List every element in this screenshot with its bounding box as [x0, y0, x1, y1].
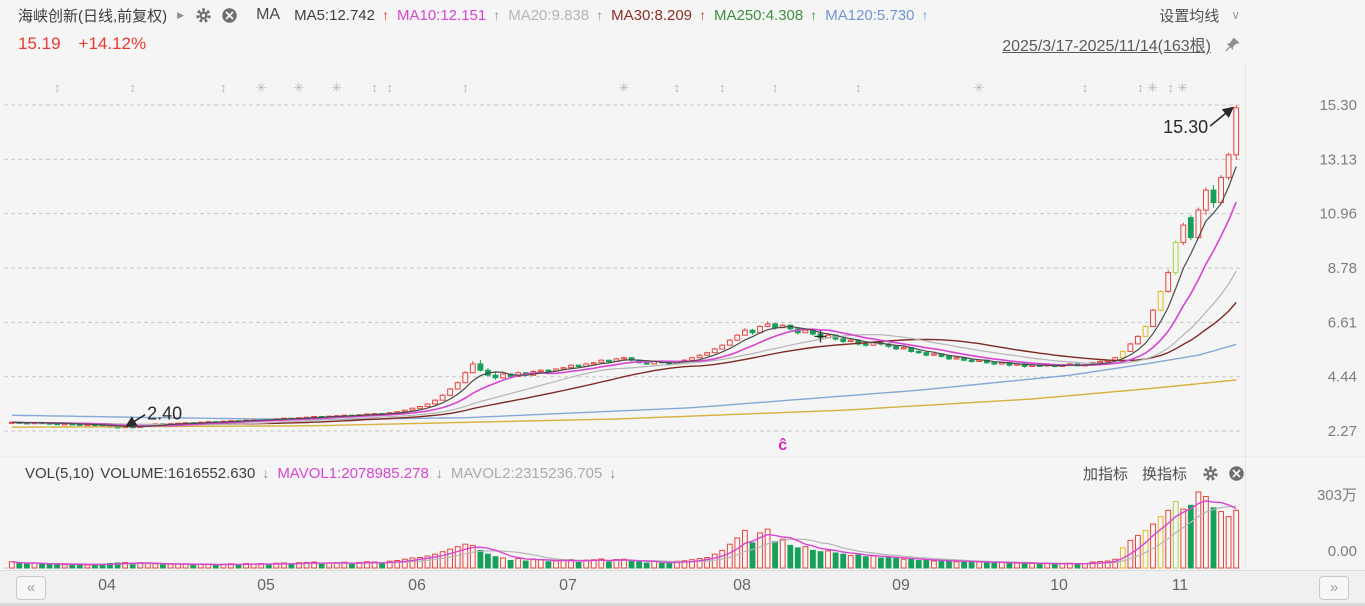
high-annotation: 15.30 — [1163, 106, 1234, 137]
volume-legend-item: MAVOL1:2078985.278 — [277, 464, 429, 482]
ma-line — [11, 505, 1237, 566]
x-axis-month-label: 04 — [98, 577, 116, 594]
burst-marker-icon: ✳ — [256, 80, 267, 95]
updown-marker-icon: ↕ — [674, 80, 681, 95]
updown-marker-icon: ↕ — [1137, 80, 1144, 95]
event-markers[interactable]: ↕ ↕ ↕ ✳ ✳ ✳ ↕ ↕ ↕ ✳ ↕ ↕ ↕ ↕ ✳ ↕ ↕ ✳ ↕ ✳ — [54, 80, 1188, 95]
svg-text:2.40: 2.40 — [147, 404, 182, 424]
updown-marker-icon: ↕ — [462, 80, 469, 95]
crosshair-mark — [814, 330, 827, 343]
mavol-lines-layer — [11, 500, 1237, 566]
x-axis-month-label: 10 — [1050, 577, 1068, 594]
candlestick-layer — [8, 105, 1240, 569]
ma-legend-item: MA5:12.742 — [294, 6, 375, 24]
ma-legend-item: MA120:5.730 — [825, 6, 915, 24]
ma-line — [11, 500, 1237, 566]
updown-marker-icon: ↕ — [129, 80, 136, 95]
trend-arrow-icon: ↑ — [699, 7, 706, 23]
add-indicator-button[interactable]: 加指标 — [1082, 465, 1128, 483]
volume-legend-item: MAVOL2:2315236.705 — [450, 464, 603, 482]
price-axis-label: 15.30 — [1319, 97, 1357, 114]
updown-marker-icon: ↕ — [54, 80, 61, 95]
volume-legend-item: VOLUME:1616552.630 — [100, 464, 256, 482]
svg-text:15.30: 15.30 — [1163, 117, 1208, 137]
ma-legend-item: MA20:9.838 — [508, 6, 590, 24]
ma-line — [11, 379, 1237, 428]
trend-arrow-icon: ↑ — [921, 7, 929, 23]
settings-gear-icon[interactable] — [194, 6, 212, 24]
trend-arrow-icon: ↑ — [596, 7, 604, 23]
updown-marker-icon: ↕ — [386, 80, 393, 95]
scroll-left-button[interactable]: « — [16, 576, 46, 600]
x-axis-strip: « 04 05 06 07 08 09 10 11 » — [0, 570, 1365, 606]
trend-arrow-icon: ↓ — [609, 465, 617, 481]
ma-line — [11, 343, 1237, 421]
x-axis-month-label: 08 — [733, 577, 751, 594]
trend-arrow-icon: ↓ — [262, 465, 270, 481]
burst-marker-icon: ✳ — [974, 80, 985, 95]
ma-line — [11, 201, 1237, 427]
updown-marker-icon: ↕ — [855, 80, 862, 95]
event-c-marker[interactable]: ĉ — [778, 437, 787, 454]
pin-icon[interactable] — [1225, 36, 1240, 52]
price-axis-label: 8.78 — [1328, 260, 1357, 277]
volume-close-icon[interactable] — [1227, 464, 1245, 482]
x-axis-month-label: 11 — [1171, 577, 1189, 594]
price-axis-label: 4.44 — [1328, 369, 1357, 386]
quote-row: 15.19 +14.12% 2025/3/17-2025/11/14(163根) — [0, 29, 1365, 59]
updown-marker-icon: ↕ — [1082, 80, 1089, 95]
x-axis-month-label: 06 — [408, 577, 426, 594]
scrollbar-track[interactable] — [0, 603, 1365, 606]
trend-arrow-icon: ↓ — [435, 465, 443, 481]
ma-line — [11, 270, 1237, 426]
low-annotation: 2.40 — [125, 404, 182, 427]
volume-header-row: VOL(5,10) VOLUME:1616552.630 ↓ MAVOL1:20789… — [0, 456, 1365, 489]
ma-legend: MA5:12.742 ↑ MA10:12.151 ↑ MA20:9.838 ↑ MA30:8… — [294, 7, 930, 24]
scroll-right-button[interactable]: » — [1319, 576, 1349, 600]
volume-legend: VOL(5,10) VOLUME:1616552.630 ↓ MAVOL1:20789… — [25, 465, 618, 482]
burst-marker-icon: ✳ — [294, 80, 305, 95]
ma-lines-layer — [11, 166, 1237, 428]
x-axis-month-label: 05 — [257, 577, 275, 594]
volume-legend-item: VOL(5,10) — [25, 464, 95, 482]
ma-line — [11, 166, 1237, 428]
switch-indicator-button[interactable]: 换指标 — [1141, 465, 1187, 483]
updown-marker-icon: ↕ — [719, 80, 726, 95]
updown-marker-icon: ↕ — [371, 80, 378, 95]
ma-settings-button[interactable]: 设置均线 — [1159, 7, 1220, 25]
price-axis-label: 2.27 — [1328, 423, 1357, 440]
updown-marker-icon: ↕ — [1167, 80, 1174, 95]
ma-legend-item: MA10:12.151 — [396, 6, 487, 24]
volume-axis-zero: 0.00 — [1328, 543, 1357, 560]
updown-marker-icon: ↕ — [220, 80, 227, 95]
chevron-down-icon: ∨ — [1231, 8, 1240, 22]
ma-legend-item: MA30:8.209 — [611, 6, 692, 24]
trend-arrow-icon: ↑ — [810, 7, 818, 23]
burst-marker-icon: ✳ — [619, 80, 630, 95]
header-row: 海峡创新(日线,前复权) ▶ MA MA5:12.742 ↑ MA10:12.151… — [0, 0, 1365, 30]
trend-arrow-icon: ↑ — [493, 7, 501, 23]
ma-group-label: MA — [256, 6, 281, 23]
ma-legend-item: MA250:4.308 — [714, 6, 804, 24]
volume-axis-max: 303万 — [1317, 487, 1357, 504]
last-price: 15.19 — [18, 34, 61, 53]
date-range-link[interactable]: 2025/3/17-2025/11/14(163根) — [1002, 38, 1211, 55]
price-axis-label: 6.61 — [1328, 314, 1357, 331]
page-title[interactable]: 海峡创新(日线,前复权) — [18, 7, 168, 25]
burst-marker-icon: ✳ — [1147, 80, 1158, 95]
price-axis-label: 10.96 — [1319, 206, 1357, 223]
caret-right-icon[interactable]: ▶ — [177, 9, 185, 20]
trend-arrow-icon: ↑ — [381, 7, 389, 23]
x-axis-month-label: 09 — [892, 577, 910, 594]
burst-marker-icon: ✳ — [1177, 80, 1188, 95]
close-indicator-icon[interactable] — [220, 6, 238, 24]
volume-settings-gear-icon[interactable] — [1201, 464, 1219, 482]
burst-marker-icon: ✳ — [331, 80, 342, 95]
x-axis-month-label: 07 — [559, 577, 577, 594]
price-axis-label: 13.13 — [1319, 151, 1357, 168]
change-percent: +14.12% — [78, 34, 147, 53]
updown-marker-icon: ↕ — [772, 80, 779, 95]
